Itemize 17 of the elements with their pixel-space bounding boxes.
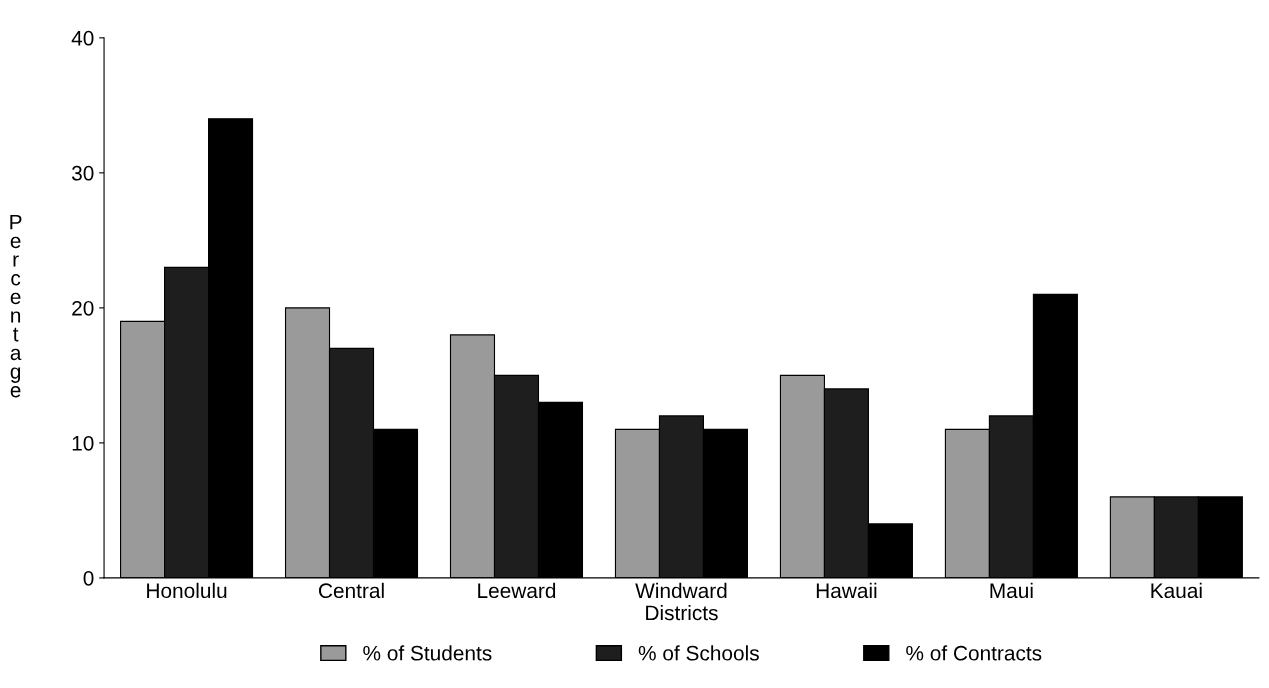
legend-label: % of Contracts — [906, 645, 1042, 661]
x-axis-title: Districts — [646, 604, 718, 621]
x-tick-label: Kauai — [1151, 582, 1202, 599]
x-tick-label: Honolulu — [147, 582, 227, 599]
y-tick-label: 40 — [71, 30, 94, 46]
text: Percentage — [10, 214, 22, 398]
y-tick-label: 0 — [83, 570, 94, 586]
x-tick-label: Windward — [635, 582, 727, 599]
x-tick-label: Central — [318, 582, 384, 599]
legend-label: % of Schools — [638, 645, 759, 661]
x-tick-label: Maui — [990, 582, 1033, 599]
y-tick-label: 20 — [72, 300, 94, 316]
y-tick-label: 10 — [72, 435, 94, 451]
legend-label: % of Students — [363, 645, 492, 661]
x-tick-label: Hawaii — [816, 582, 877, 599]
x-tick-label: Leeward — [478, 582, 556, 599]
y-tick-label: 30 — [71, 165, 94, 181]
